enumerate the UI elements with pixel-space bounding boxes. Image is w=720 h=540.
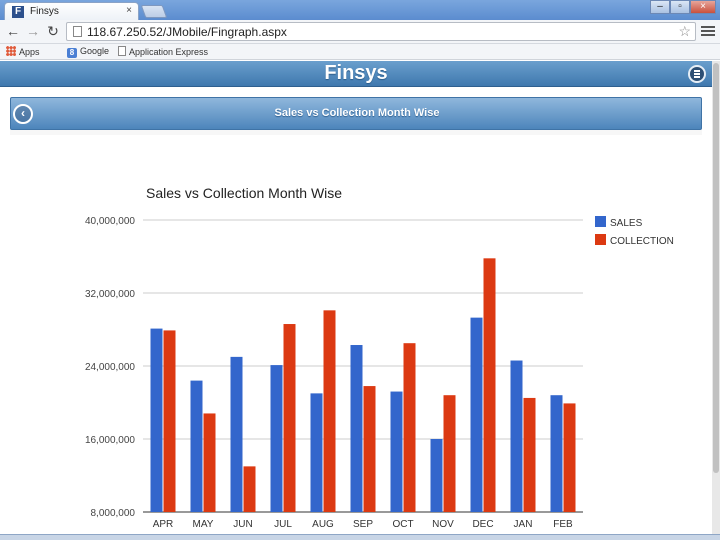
bookmark-google[interactable]: 8 Google bbox=[67, 46, 109, 58]
bar-collection-aug bbox=[323, 310, 336, 512]
bar-sales-sep bbox=[350, 345, 363, 512]
header-menu-icon[interactable] bbox=[688, 65, 706, 83]
x-tick-label: APR bbox=[153, 519, 174, 530]
browser-menu-icon[interactable] bbox=[701, 24, 715, 38]
back-arrow-icon[interactable]: ← bbox=[6, 23, 20, 39]
bar-sales-may bbox=[190, 380, 203, 512]
page-icon bbox=[118, 46, 126, 56]
app-header: Finsys bbox=[0, 61, 712, 87]
reload-icon[interactable]: ↻ bbox=[47, 23, 59, 39]
x-tick-label: DEC bbox=[472, 519, 493, 530]
bar-sales-aug bbox=[310, 393, 323, 512]
bar-sales-jan bbox=[510, 360, 523, 512]
browser-tab[interactable]: F Finsys × bbox=[4, 2, 139, 20]
bar-collection-dec bbox=[483, 258, 496, 512]
bar-collection-oct bbox=[403, 343, 416, 512]
x-tick-label: NOV bbox=[432, 519, 454, 530]
x-tick-label: JUN bbox=[233, 519, 252, 530]
bookmark-label: Google bbox=[80, 46, 110, 56]
bar-sales-jul bbox=[270, 365, 283, 512]
y-tick-label: 24,000,000 bbox=[85, 362, 135, 373]
bar-collection-feb bbox=[563, 403, 576, 512]
x-tick-label: FEB bbox=[553, 519, 573, 530]
bar-sales-jun bbox=[230, 356, 243, 512]
bar-sales-oct bbox=[390, 391, 403, 512]
y-tick-label: 16,000,000 bbox=[85, 435, 135, 446]
bar-sales-feb bbox=[550, 395, 563, 512]
x-tick-label: JUL bbox=[274, 519, 292, 530]
address-url[interactable]: 118.67.250.52/JMobile/Fingraph.aspx bbox=[87, 25, 287, 39]
apps-grid-icon bbox=[6, 46, 16, 56]
bookmark-label: Apps bbox=[19, 47, 40, 57]
bookmark-label: Application Express bbox=[129, 47, 209, 57]
legend-label: SALES bbox=[610, 218, 643, 229]
tab-title: Finsys bbox=[30, 6, 59, 17]
x-tick-label: OCT bbox=[392, 519, 413, 530]
address-bar[interactable]: 118.67.250.52/JMobile/Fingraph.aspx ☆ bbox=[66, 22, 696, 41]
legend-swatch-collection bbox=[595, 234, 606, 245]
bookmark-application-express[interactable]: Application Express bbox=[118, 46, 208, 57]
vertical-scrollbar[interactable] bbox=[712, 61, 720, 540]
bar-collection-may bbox=[203, 413, 216, 512]
y-tick-label: 40,000,000 bbox=[85, 216, 135, 227]
forward-arrow-icon[interactable]: → bbox=[26, 23, 40, 39]
bookmark-star-icon[interactable]: ☆ bbox=[678, 23, 691, 39]
legend-label: COLLECTION bbox=[610, 236, 674, 247]
bar-collection-sep bbox=[363, 386, 376, 512]
browser-titlebar: F Finsys × – ▫ × bbox=[0, 0, 720, 20]
bar-sales-nov bbox=[430, 439, 443, 512]
chart-title: Sales vs Collection Month Wise bbox=[146, 185, 342, 201]
x-tick-label: AUG bbox=[312, 519, 334, 530]
legend-swatch-sales bbox=[595, 216, 606, 227]
browser-toolbar: ← → ↻ 118.67.250.52/JMobile/Fingraph.asp… bbox=[0, 20, 720, 44]
chart-panel: Sales vs Collection Month Wise 8,000,000 1… bbox=[10, 135, 702, 540]
page-icon bbox=[73, 26, 82, 37]
bar-collection-nov bbox=[443, 395, 456, 512]
page-subheader: ‹ Sales vs Collection Month Wise bbox=[10, 97, 702, 130]
bar-collection-jan bbox=[523, 397, 536, 512]
bar-collection-apr bbox=[163, 330, 176, 512]
x-tick-label: JAN bbox=[514, 519, 533, 530]
bookmark-apps[interactable]: Apps bbox=[6, 46, 40, 57]
window-close-button[interactable]: × bbox=[690, 0, 716, 14]
bar-collection-jun bbox=[243, 466, 256, 512]
page-title: Sales vs Collection Month Wise bbox=[274, 107, 440, 119]
bookmarks-bar: Apps 8 Google Application Express bbox=[0, 44, 720, 101]
bar-sales-dec bbox=[470, 317, 483, 512]
window-minimize-button[interactable]: – bbox=[650, 0, 670, 14]
google-icon: 8 bbox=[67, 48, 77, 58]
page-viewport: Finsys ‹ Sales vs Collection Month Wise … bbox=[0, 61, 712, 540]
sales-collection-chart: Sales vs Collection Month Wise 8,000,000 1… bbox=[85, 185, 674, 530]
os-taskbar bbox=[0, 534, 720, 540]
y-tick-label: 32,000,000 bbox=[85, 289, 135, 300]
back-circle-icon[interactable]: ‹ bbox=[13, 104, 33, 124]
tab-close-icon[interactable]: × bbox=[126, 5, 132, 16]
bar-sales-apr bbox=[150, 328, 163, 512]
new-tab-button[interactable] bbox=[140, 5, 168, 18]
content-area: ‹ Sales vs Collection Month Wise Sales v… bbox=[10, 97, 702, 540]
app-title: Finsys bbox=[324, 62, 388, 84]
scrollbar-thumb[interactable] bbox=[713, 63, 719, 473]
finsys-favicon-icon: F bbox=[12, 6, 24, 18]
y-tick-label: 8,000,000 bbox=[91, 508, 136, 519]
x-tick-label: SEP bbox=[353, 519, 373, 530]
x-tick-label: MAY bbox=[193, 519, 214, 530]
window-maximize-button[interactable]: ▫ bbox=[670, 0, 690, 14]
bar-collection-jul bbox=[283, 324, 296, 512]
